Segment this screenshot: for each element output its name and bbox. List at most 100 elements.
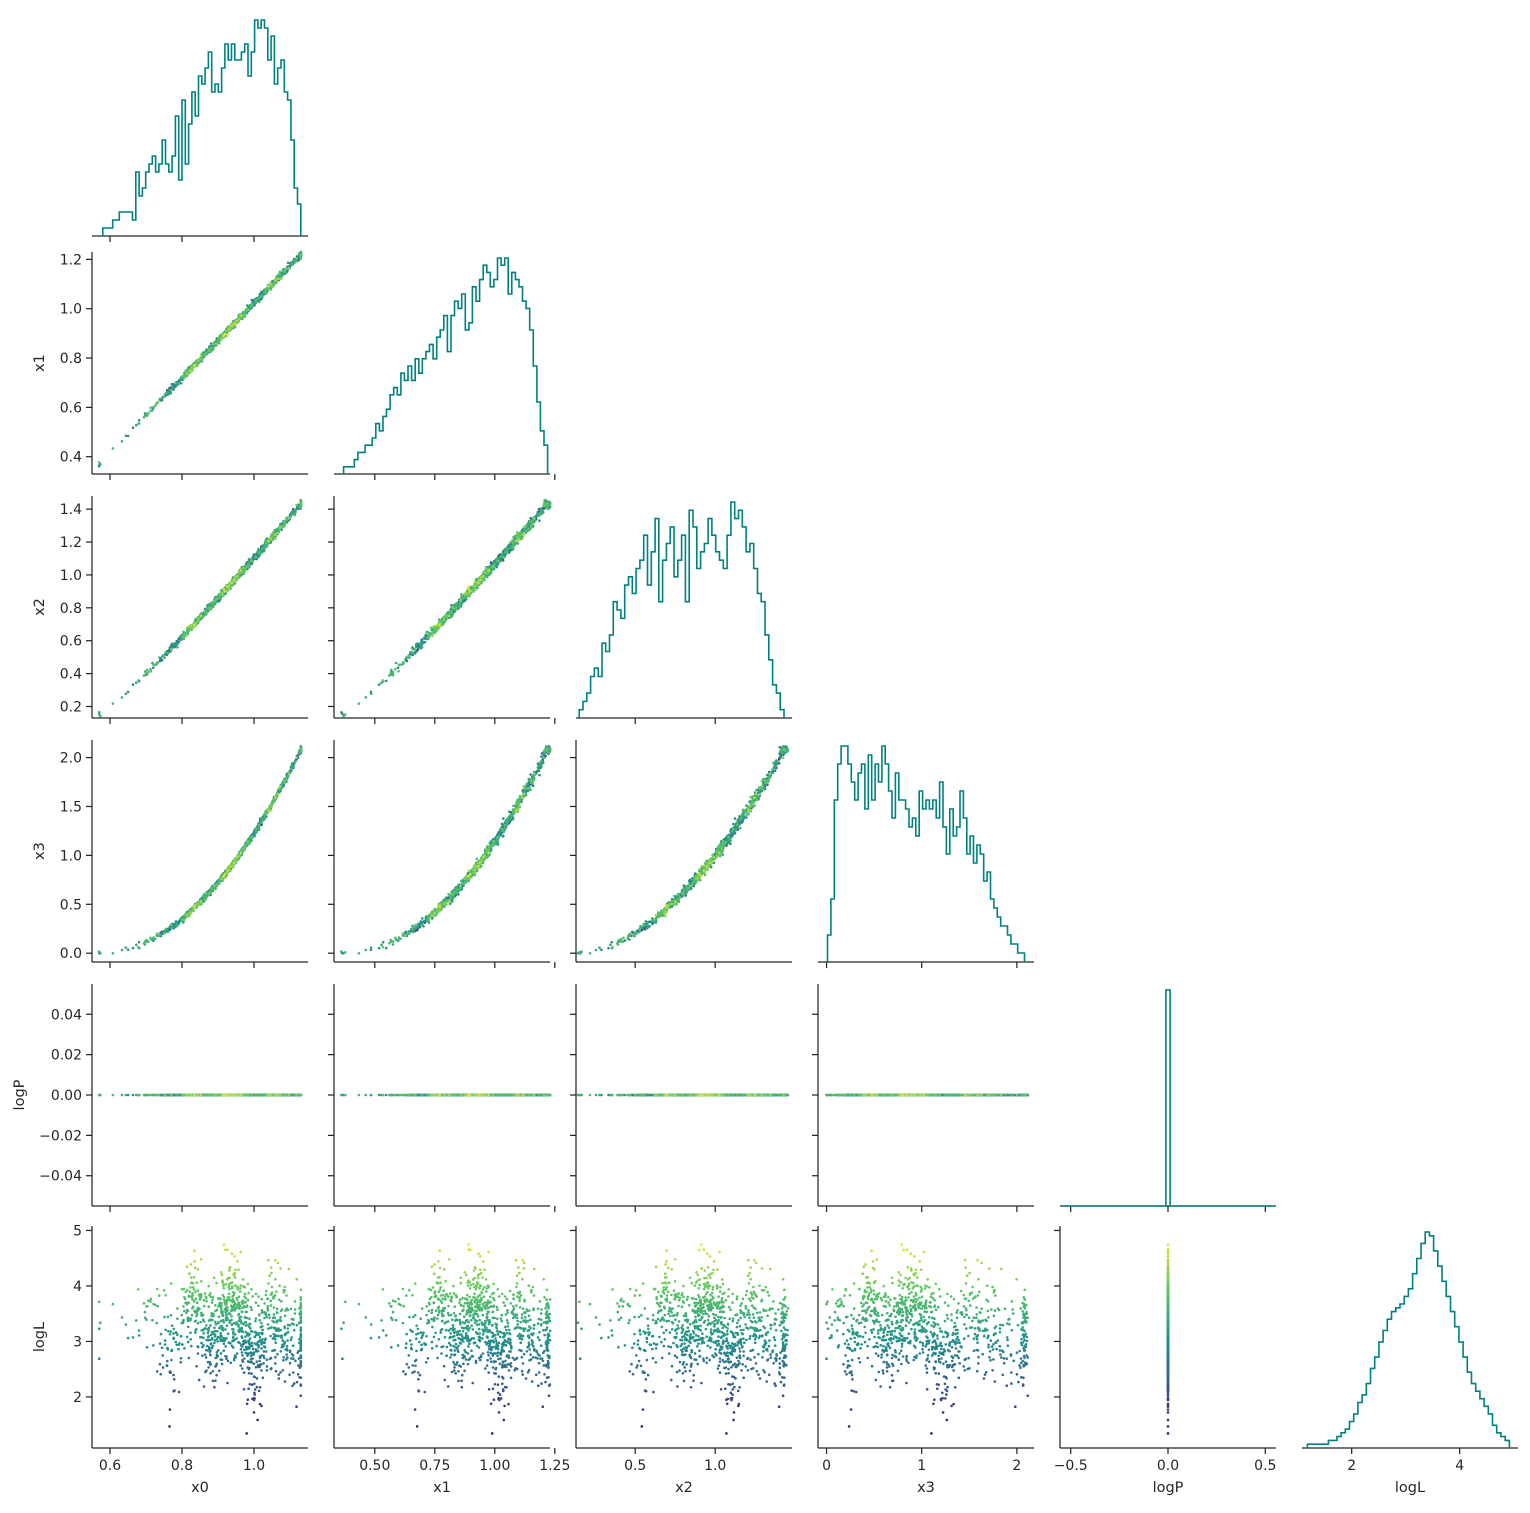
scatter-point [538,519,541,522]
scatter-point [422,641,425,644]
scatter-point [182,377,185,381]
scatter-point [214,887,217,890]
scatter-point [257,547,260,551]
scatter-point [203,353,207,356]
scatter-point [226,585,229,588]
scatter-point [262,813,266,816]
scatter-point [241,566,245,569]
scatter-point [152,936,155,939]
scatter-point [162,654,166,658]
scatter-point [265,813,268,817]
scatter-point [391,670,395,674]
scatter-point [97,713,101,716]
scatter-point [542,503,546,507]
scatter-point [420,923,424,927]
scatter-point [182,636,186,640]
scatter-point [397,663,401,666]
scatter-point [299,498,303,502]
scatter-point [136,422,140,426]
scatter-point [233,322,236,326]
scatter-point [246,839,250,843]
scatter-point [479,575,482,579]
scatter-point [414,647,417,651]
scatter-point [142,674,146,677]
scatter-point [111,702,115,705]
scatter-point [458,602,462,606]
scatter-point [185,913,189,917]
scatter-point [226,869,229,872]
scatter-point [447,893,450,896]
scatter-point [463,881,467,884]
scatter-point [548,748,552,751]
scatter-point [290,512,294,515]
scatter-point [126,434,130,438]
scatter-point [512,804,515,807]
scatter-point [155,932,159,935]
scatter-point [478,578,482,582]
scatter-point [215,342,218,346]
scatter-point [273,528,277,532]
scatter-point [226,333,229,337]
scatter-point [147,411,150,415]
scatter-point [485,575,489,579]
scatter-point [459,599,463,602]
scatter-point [467,585,471,588]
scatter-point [444,614,447,618]
scatter-point [538,773,541,777]
y-axis-title: x1 [32,354,48,372]
y-axis-title: x2 [32,598,48,616]
scatter-point [215,884,218,887]
y-tick-label: 1.2 [60,252,82,268]
scatter-point [176,382,179,385]
scatter-point [522,525,526,529]
scatter-point [285,775,289,779]
scatter-point [344,951,347,954]
scatter-point [239,851,243,855]
scatter-point [299,250,303,254]
scatter-point [468,590,472,593]
scatter-point [246,308,250,312]
scatter-point [275,281,278,285]
scatter-point [272,798,275,802]
scatter-point [260,547,264,551]
scatter-point [120,440,124,443]
scatter-point [239,569,243,572]
scatter-point [537,764,541,767]
panel-x1-vs-x1 [334,257,556,480]
scatter-point [274,533,277,537]
scatter-point [120,696,124,699]
scatter-point [131,683,135,686]
scatter-point [488,841,492,845]
scatter-point [155,401,159,405]
scatter-point [189,365,193,369]
scatter-point [207,606,211,609]
scatter-point [295,257,299,260]
scatter-point [205,606,208,610]
scatter-point [411,927,414,931]
scatter-point [176,646,179,649]
scatter-point [184,369,187,372]
scatter-point [357,702,361,705]
scatter-point [203,611,207,614]
scatter-point [189,624,193,628]
scatter-point [279,525,282,529]
scatter-point [142,415,146,419]
scatter-point [189,911,193,915]
panel-x2-vs-x2 [576,501,792,724]
scatter-point [131,946,135,950]
scatter-point [425,637,428,641]
scatter-point [254,299,258,303]
scatter-point [411,647,414,650]
scatter-point [185,634,189,637]
scatter-point [250,304,253,308]
scatter-point [518,533,522,537]
scatter-point [516,798,519,802]
scatter-point [146,668,149,672]
scatter-point [496,559,500,563]
panel-x0-vs-x0 [92,19,308,242]
scatter-point [533,517,536,520]
scatter-point [508,810,511,813]
scatter-point [152,663,155,666]
scatter-point [267,539,270,543]
panel-x2-vs-x0: 0.20.40.60.81.01.21.4x2 [32,496,308,724]
